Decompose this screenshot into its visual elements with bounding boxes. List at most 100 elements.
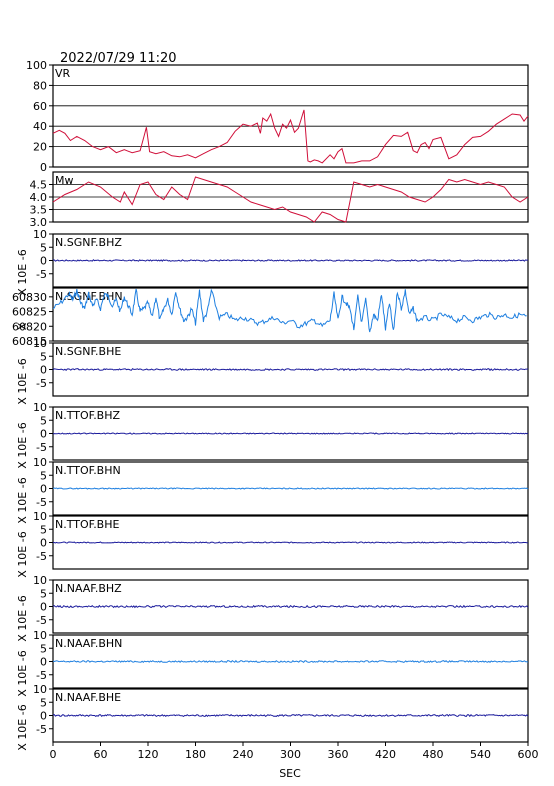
y-tick-label: 10 <box>33 401 47 414</box>
y-axis-label: X 10E -6 <box>16 358 29 404</box>
y-tick-label: 0 <box>40 255 47 268</box>
y-axis-label: X 10E -6 <box>16 704 29 750</box>
y-tick-label: 60820 <box>12 320 47 333</box>
y-tick-label: 0 <box>40 537 47 550</box>
series-line <box>52 288 527 333</box>
y-tick-label: 10 <box>33 574 47 587</box>
x-axis: 0 60 120 180 240 300 360 420 480 540 600 <box>50 742 539 761</box>
y-tick-label: 60830 <box>12 291 47 304</box>
y-axis-label: X 10E -6 <box>16 650 29 696</box>
y-tick-label: -5 <box>36 268 47 281</box>
channel-label: N.TTOF.BHZ <box>55 409 121 422</box>
x-tick-label: 300 <box>280 748 301 761</box>
y-tick-label: 10 <box>33 683 47 696</box>
channel-label: N.TTOF.BHE <box>55 518 120 531</box>
y-tick-label: 4.5 <box>30 179 48 192</box>
channel-label: N.SGNF.BHE <box>55 345 121 358</box>
series-line <box>52 659 529 664</box>
y-tick-label: 5 <box>40 696 47 709</box>
y-tick-label: 5 <box>40 241 47 254</box>
panel-frame <box>52 287 529 342</box>
panel-frame <box>52 64 529 168</box>
series-line <box>52 368 529 372</box>
series-line <box>52 713 529 718</box>
y-tick-label: 5 <box>40 642 47 655</box>
channel-label: Mw <box>55 174 74 187</box>
y-tick-label: 5 <box>40 414 47 427</box>
x-tick-label: 420 <box>375 748 396 761</box>
y-tick-label: 5 <box>40 469 47 482</box>
x-tick-label: 60 <box>94 748 108 761</box>
y-axis-label: X <box>16 322 29 330</box>
y-tick-label: 0 <box>40 601 47 614</box>
y-tick-label: -5 <box>36 669 47 682</box>
y-tick-label: -5 <box>36 377 47 390</box>
x-tick-label: 360 <box>328 748 349 761</box>
channel-label: N.SGNF.BHZ <box>55 236 122 249</box>
series-line <box>52 432 529 435</box>
y-tick-label: 60825 <box>12 306 47 319</box>
channel-label: N.NAAF.BHZ <box>55 582 122 595</box>
y-tick-label: 5 <box>40 523 47 536</box>
y-tick-label: -5 <box>36 441 47 454</box>
y-tick-label: 0 <box>40 428 47 441</box>
y-tick-label: 40 <box>33 120 47 133</box>
y-tick-label: 0 <box>40 483 47 496</box>
series-line <box>52 604 529 609</box>
y-tick-label: 20 <box>33 141 47 154</box>
x-tick-label: 600 <box>518 748 539 761</box>
series-line <box>53 541 529 544</box>
x-tick-label: 240 <box>233 748 254 761</box>
y-tick-label: 5 <box>40 350 47 363</box>
y-tick-label: -5 <box>36 496 47 509</box>
y-tick-label: 10 <box>33 629 47 642</box>
channel-label: N.TTOF.BHN <box>55 464 121 477</box>
y-axis-label: X 10E -6 <box>16 422 29 468</box>
y-tick-label: 4.0 <box>30 191 48 204</box>
y-tick-label: 3.0 <box>30 216 48 229</box>
series-line <box>52 176 529 223</box>
y-tick-label: 10 <box>33 228 47 241</box>
channel-label: N.NAAF.BHE <box>55 691 121 704</box>
y-tick-label: 0 <box>40 364 47 377</box>
series-line <box>52 487 529 490</box>
panel-mw: 3.03.54.04.5 Mw <box>30 171 529 229</box>
x-tick-label: 540 <box>470 748 491 761</box>
y-tick-label: 60 <box>33 100 47 113</box>
y-axis-label: X 10E -6 <box>16 249 29 295</box>
y-axis-label: X 10E -6 <box>16 477 29 523</box>
y-tick-label: -5 <box>36 723 47 736</box>
series-line <box>52 259 529 262</box>
x-tick-label: 0 <box>50 748 57 761</box>
y-tick-label: 5 <box>40 587 47 600</box>
y-tick-label: 0 <box>40 710 47 723</box>
y-axis-label: X 10E -6 <box>16 595 29 641</box>
panel-vr: 0 20 40 60 80 100 VR <box>26 59 529 174</box>
y-axis-label: X 10E -6 <box>16 531 29 577</box>
datetime-header: 2022/07/29 11:20 <box>60 51 177 66</box>
y-tick-label: 10 <box>33 337 47 350</box>
y-tick-label: 80 <box>33 79 47 92</box>
y-tick-label: -5 <box>36 614 47 627</box>
x-tick-label: 480 <box>423 748 444 761</box>
y-tick-label: 3.5 <box>30 204 48 217</box>
y-tick-label: -5 <box>36 550 47 563</box>
y-tick-label: 0 <box>40 161 47 174</box>
x-tick-label: 120 <box>138 748 159 761</box>
y-tick-label: 10 <box>33 510 47 523</box>
y-tick-label: 0 <box>40 656 47 669</box>
channel-label: N.NAAF.BHN <box>55 637 122 650</box>
x-axis-label: SEC <box>279 767 301 780</box>
y-tick-label: 60815 <box>12 335 47 348</box>
